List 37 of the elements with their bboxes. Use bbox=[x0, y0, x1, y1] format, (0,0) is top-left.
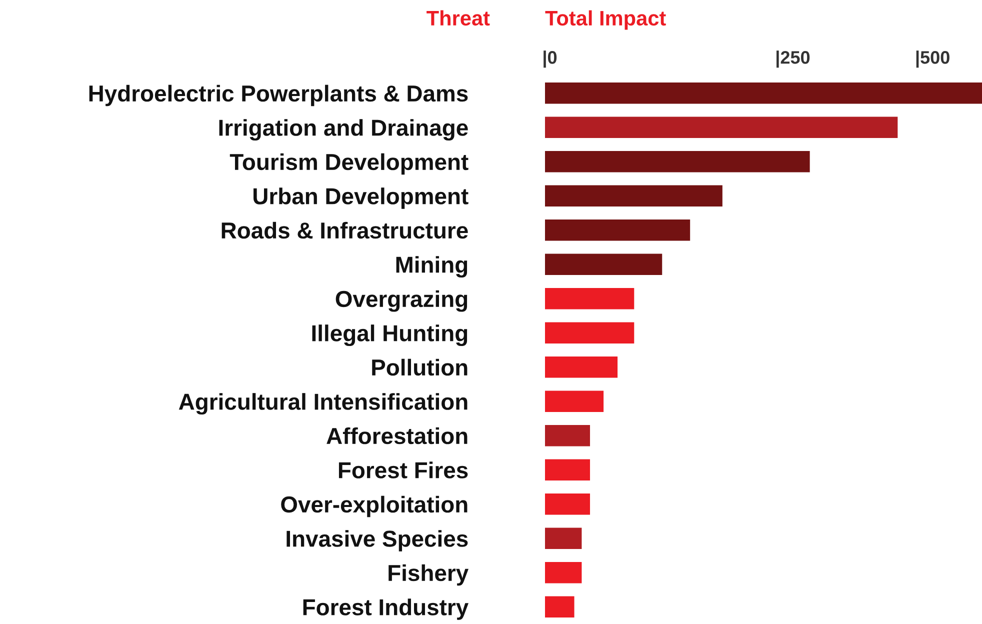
y-tick-label: Hydroelectric Powerplants & Dams bbox=[89, 84, 468, 106]
y-tick-label: Agricultural Intensification bbox=[178, 393, 468, 415]
y-tick-label: Afforestation bbox=[326, 427, 468, 444]
bar bbox=[545, 288, 634, 310]
bar bbox=[545, 254, 662, 275]
bar bbox=[545, 528, 582, 549]
bar bbox=[545, 220, 690, 241]
y-tick-label: Tourism Development bbox=[230, 153, 468, 175]
bar bbox=[545, 151, 810, 172]
chart-title: Total Impact bbox=[545, 10, 666, 30]
y-tick-label: Urban Development bbox=[254, 188, 468, 209]
y-tick-label: Fishery bbox=[388, 564, 468, 586]
bar bbox=[545, 562, 582, 584]
y-axis-title: Threat bbox=[426, 10, 490, 26]
y-tick-label: Irrigation and Drainage bbox=[219, 119, 468, 141]
bar bbox=[545, 459, 590, 480]
text: |250 bbox=[776, 50, 810, 68]
bar bbox=[545, 185, 722, 206]
y-tick-label: Forest Fires bbox=[338, 462, 468, 478]
y-tick-label: Pollution bbox=[372, 358, 468, 376]
bar bbox=[545, 494, 590, 515]
bar bbox=[545, 356, 618, 378]
bar bbox=[545, 596, 574, 618]
y-tick-label: Invasive Species bbox=[286, 530, 468, 552]
bar bbox=[545, 82, 982, 104]
bar bbox=[545, 322, 634, 344]
text: |500 bbox=[916, 50, 950, 68]
text: |0 bbox=[544, 50, 557, 68]
y-tick-label: Illegal Hunting bbox=[312, 324, 468, 346]
y-tick-label: Roads & Infrastructure bbox=[222, 222, 468, 239]
bar bbox=[545, 425, 590, 446]
bar bbox=[545, 390, 604, 412]
y-tick-label: Over-exploitation bbox=[281, 496, 468, 518]
bar bbox=[545, 116, 898, 138]
y-tick-label: Forest Industry bbox=[303, 598, 468, 620]
y-tick-label: Mining bbox=[396, 256, 468, 278]
y-tick-label: Overgrazing bbox=[336, 290, 468, 312]
